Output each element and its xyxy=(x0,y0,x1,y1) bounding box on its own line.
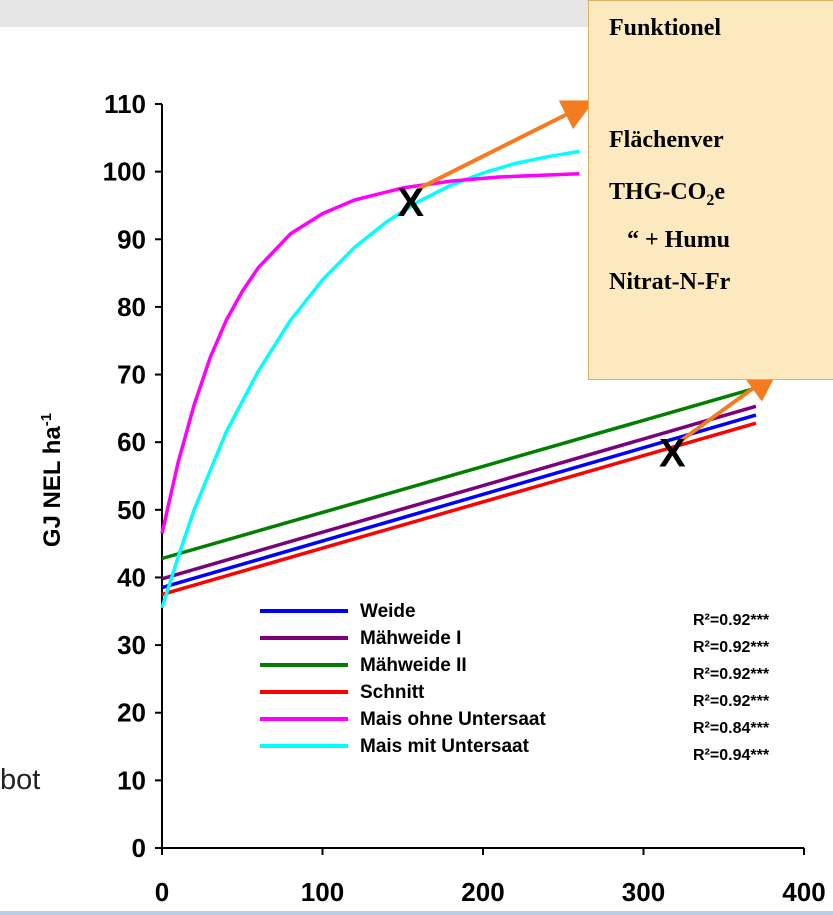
legend-label-4: Schnitt xyxy=(360,682,425,703)
r2-label-4: R²=0.92*** xyxy=(693,693,770,710)
x-tick-label: 400 xyxy=(782,877,825,907)
orange-arrow-2 xyxy=(677,369,779,444)
series-line-2 xyxy=(161,404,757,581)
bottom-bar xyxy=(0,911,833,915)
x-tick-label: 300 xyxy=(622,877,665,907)
legend-label-1: Weide xyxy=(360,601,416,622)
y-tick-label: 30 xyxy=(117,630,146,660)
y-tick-label: 40 xyxy=(117,562,146,592)
y-tick-label: 90 xyxy=(117,224,146,254)
series-line-3 xyxy=(161,386,757,561)
y-tick-label: 20 xyxy=(117,698,146,728)
orange-arrow-1 xyxy=(417,100,595,191)
y-tick-label: 60 xyxy=(117,427,146,457)
x-marker-1: X xyxy=(397,181,424,225)
y-tick-label: 110 xyxy=(104,89,146,119)
arrow-layer xyxy=(417,100,779,444)
y-axis-label: GJ NEL ha-1 xyxy=(38,413,66,547)
r2-label-3: R²=0.92*** xyxy=(693,666,770,683)
info-line-4: “ + Humu xyxy=(627,227,731,253)
y-tick-label: 100 xyxy=(103,157,146,187)
y-tick-label: 0 xyxy=(132,833,146,863)
legend: Weide R²=0.92*** Mähweide I R²=0.92*** Mähwe… xyxy=(260,601,770,764)
y-tick-label: 10 xyxy=(117,765,146,795)
marker-layer: XX xyxy=(397,181,686,475)
x-tick-label: 100 xyxy=(301,877,344,907)
series-line-6 xyxy=(160,149,580,609)
x-tick-label: 0 xyxy=(155,877,169,907)
series-layer xyxy=(160,149,757,609)
y-tick-label: 80 xyxy=(117,292,146,322)
legend-label-6: Mais mit Untersaat xyxy=(360,736,530,757)
info-line-1: Funktionel xyxy=(609,15,722,41)
y-tick-label: 70 xyxy=(117,360,146,390)
series-line-1 xyxy=(161,413,757,590)
info-line-5: Nitrat-N-Fr xyxy=(609,269,731,295)
x-marker-2: X xyxy=(659,431,686,475)
info-line-2: Flächenver xyxy=(609,127,724,153)
r2-label-5: R²=0.84*** xyxy=(693,720,770,737)
x-tick-label: 200 xyxy=(461,877,504,907)
axes: 0 10 20 30 40 50 60 70 80 90 100 110 0 100 200 300 400 xyxy=(103,89,826,907)
series-line-5 xyxy=(160,171,580,534)
r2-label-1: R²=0.92*** xyxy=(693,612,770,629)
legend-label-3: Mähweide II xyxy=(360,655,467,676)
series-line-4 xyxy=(161,421,757,597)
info-line-3: THG-CO2e xyxy=(609,179,725,209)
text-fragment: bot xyxy=(0,764,41,796)
y-tick-label: 50 xyxy=(117,495,146,525)
legend-label-5: Mais ohne Untersaat xyxy=(360,709,546,730)
legend-label-2: Mähweide I xyxy=(360,628,461,649)
r2-label-6: R²=0.94*** xyxy=(693,747,770,764)
info-box: Funktionel Flächenver THG-CO2e “ + Humu … xyxy=(588,0,833,380)
r2-label-2: R²=0.92*** xyxy=(693,639,770,656)
